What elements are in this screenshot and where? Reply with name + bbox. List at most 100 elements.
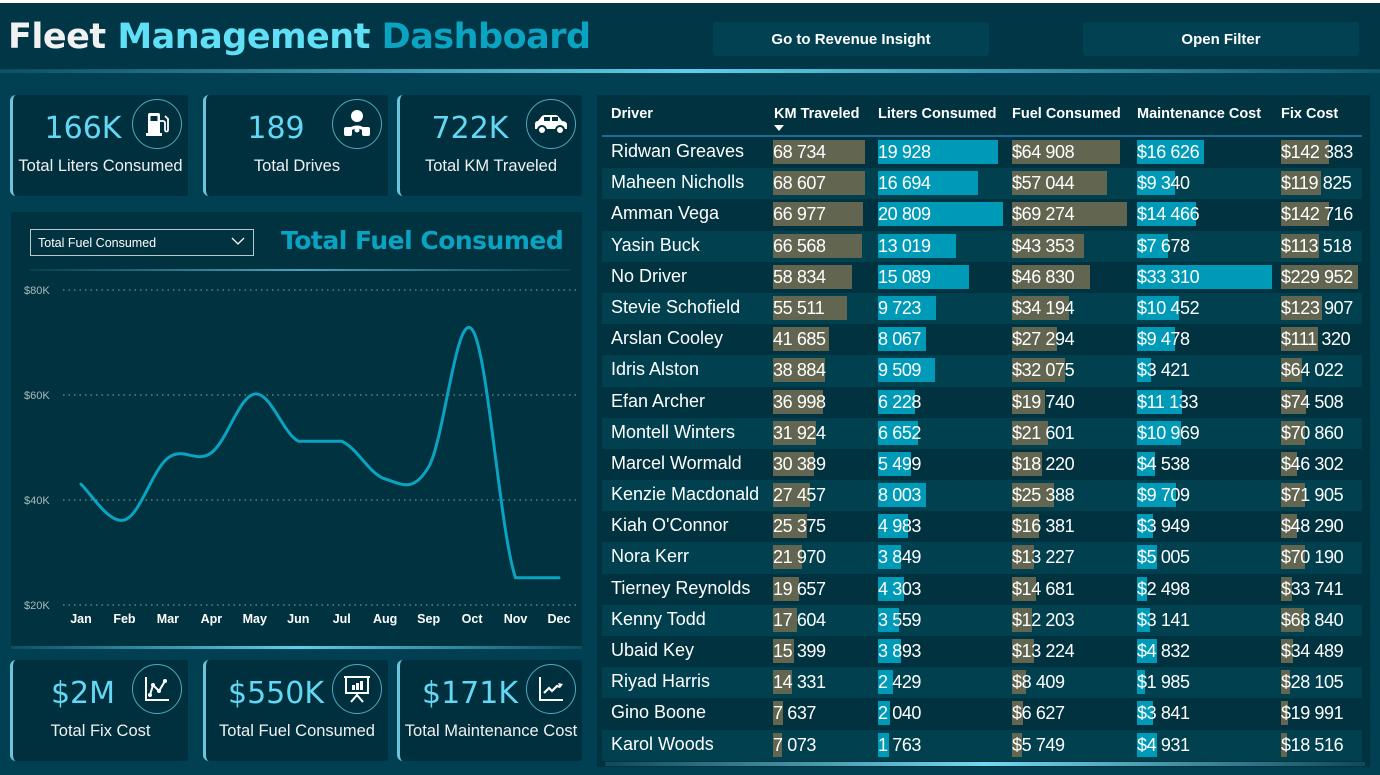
cell-value: $69 274 — [1012, 204, 1075, 225]
column-header-maintenance-cost[interactable]: Maintenance Cost — [1137, 106, 1262, 122]
data-point-jul[interactable] — [336, 435, 348, 447]
data-bar — [773, 420, 816, 445]
data-point-jun[interactable] — [292, 435, 304, 447]
table-row[interactable]: Idris Alston 38 884 9 509 $32 075 $3 421 $64 … — [602, 355, 1362, 387]
cell-value: 6 652 — [878, 422, 922, 443]
data-point-apr[interactable] — [205, 447, 217, 459]
cell-fuel: $18 220 — [1012, 451, 1127, 476]
cell-value: 7 073 — [773, 734, 817, 755]
table-row[interactable]: Amman Vega 66 977 20 809 $69 274 $14 466 $142… — [602, 199, 1362, 230]
cell-value: $48 290 — [1281, 516, 1344, 537]
cell-value: 38 884 — [773, 360, 826, 381]
column-header-fix-cost[interactable]: Fix Cost — [1281, 106, 1339, 122]
cell-value: $3 841 — [1137, 703, 1190, 724]
cell-fix: $64 022 — [1281, 358, 1358, 383]
data-bar — [773, 233, 863, 258]
data-bar — [878, 264, 969, 289]
table-row[interactable]: Montell Winters 31 924 6 652 $21 601 $10 969… — [602, 417, 1362, 449]
kpi-total-maintenance-cost: $171K Total Maintenance Cost — [397, 660, 582, 761]
data-bar — [1137, 670, 1146, 695]
table-row[interactable]: Nora Kerr 21 970 3 849 $13 227 $5 005 $70 190 — [602, 542, 1362, 574]
driver-name: Arslan Cooley — [611, 328, 724, 349]
data-point-may[interactable] — [249, 388, 261, 400]
table-row[interactable]: Riyad Harris 14 331 2 429 $8 409 $1 985 $28 1… — [602, 667, 1362, 699]
data-bar — [1012, 607, 1033, 632]
cell-value: $25 388 — [1012, 485, 1075, 506]
data-bar — [1012, 451, 1043, 476]
cell-km: 68 607 — [773, 171, 865, 196]
kpi-value: 166K — [44, 111, 122, 146]
table-row[interactable]: Gino Boone 7 637 2 040 $6 627 $3 841 $19 991 — [602, 698, 1362, 729]
cell-km: 68 734 — [773, 140, 865, 164]
data-point-jan[interactable] — [75, 478, 87, 490]
title-word-dashboard: Dashboard — [381, 17, 591, 57]
cell-value: $6 627 — [1012, 703, 1065, 724]
cell-value: $5 749 — [1012, 734, 1065, 755]
data-bar — [1012, 576, 1037, 601]
table-row[interactable]: Karol Woods 7 073 1 763 $5 749 $4 931 $18 516 — [602, 729, 1362, 761]
data-point-nov[interactable] — [510, 572, 522, 584]
data-point-mar[interactable] — [162, 452, 174, 464]
cell-value: 1 763 — [878, 734, 922, 755]
column-header-fuel-consumed[interactable]: Fuel Consumed — [1012, 106, 1121, 122]
data-point-sep[interactable] — [423, 461, 435, 473]
kpi-value: 722K — [431, 111, 509, 146]
table-row[interactable]: Arslan Cooley 41 685 8 067 $27 294 $9 478 $11… — [602, 324, 1362, 355]
cell-value: 15 089 — [878, 266, 931, 287]
data-bar — [1281, 295, 1323, 320]
cell-value: 8 067 — [878, 329, 922, 350]
data-bar — [773, 670, 793, 695]
cell-value: 68 734 — [773, 142, 826, 162]
table-row[interactable]: Ubaid Key 15 399 3 893 $13 224 $4 832 $34 489 — [602, 636, 1362, 667]
table-row[interactable]: Ridwan Greaves 68 734 19 928 $64 908 $16 626… — [602, 137, 1362, 168]
cell-fix: $28 105 — [1281, 670, 1358, 695]
column-header-liters-consumed[interactable]: Liters Consumed — [878, 106, 997, 122]
title-word-fleet: Fleet — [8, 17, 106, 57]
table-row[interactable]: Marcel Wormald 30 389 5 499 $18 220 $4 538 $4… — [602, 449, 1362, 480]
cell-liters: 2 429 — [878, 670, 1003, 695]
data-point-oct[interactable] — [466, 323, 478, 335]
driver-name: Yasin Buck — [611, 234, 700, 255]
cell-value: $11 133 — [1137, 391, 1198, 412]
table-row[interactable]: Efan Archer 36 998 6 228 $19 740 $11 133 $74 … — [602, 387, 1362, 418]
cell-fuel: $32 075 — [1012, 358, 1127, 383]
cell-fuel: $5 749 — [1012, 732, 1127, 757]
cell-liters: 6 228 — [878, 389, 1003, 414]
data-bar — [878, 420, 918, 445]
series-line-fuel-consumed[interactable] — [79, 325, 561, 580]
data-bar — [1137, 451, 1156, 476]
cell-value: $16 626 — [1137, 142, 1200, 162]
cell-fuel: $43 353 — [1012, 233, 1127, 258]
data-bar — [1012, 420, 1048, 445]
data-bar — [773, 389, 823, 414]
cell-fix: $70 860 — [1281, 420, 1358, 445]
data-bar — [773, 295, 848, 320]
open-filter-button[interactable]: Open Filter — [1083, 22, 1359, 56]
go-to-revenue-insight-button[interactable]: Go to Revenue Insight — [713, 22, 989, 56]
x-tick-label: Feb — [113, 612, 136, 626]
cell-fuel: $21 601 — [1012, 420, 1127, 445]
cell-value: $18 220 — [1012, 453, 1075, 474]
data-point-feb[interactable] — [118, 514, 130, 526]
metric-dropdown[interactable]: Total Fuel Consumed — [30, 229, 254, 256]
table-row[interactable]: Kiah O'Connor 25 375 4 983 $16 381 $3 949 $48… — [602, 511, 1362, 542]
table-row[interactable]: Stevie Schofield 55 511 9 723 $34 194 $10 45… — [602, 292, 1362, 325]
data-bar — [1281, 514, 1298, 539]
data-point-dec[interactable] — [553, 572, 565, 584]
table-row[interactable]: Kenzie Macdonald 27 457 8 003 $25 388 $9 709… — [602, 480, 1362, 512]
cell-fuel: $13 224 — [1012, 639, 1127, 663]
table-row[interactable]: Tierney Reynolds 19 657 4 303 $14 681 $2 498… — [602, 574, 1362, 605]
table-row[interactable]: Maheen Nicholls 68 607 16 694 $57 044 $9 340… — [602, 168, 1362, 200]
data-point-aug[interactable] — [379, 473, 391, 485]
cell-km: 66 977 — [773, 202, 865, 227]
column-header-km-traveled[interactable]: KM Traveled — [774, 106, 860, 122]
column-header-driver[interactable]: Driver — [611, 106, 653, 122]
cell-value: $113 518 — [1281, 235, 1352, 256]
table-row[interactable]: No Driver 58 834 15 089 $46 830 $33 310 $229 … — [602, 262, 1362, 293]
cell-fix: $142 716 — [1281, 202, 1358, 227]
table-row[interactable]: Kenny Todd 17 604 3 559 $12 203 $3 141 $68 84… — [602, 604, 1362, 636]
data-bar — [773, 576, 800, 601]
data-bar — [1012, 483, 1055, 508]
cell-value: 41 685 — [773, 329, 826, 350]
table-row[interactable]: Yasin Buck 66 568 13 019 $43 353 $7 678 $113 … — [602, 230, 1362, 262]
